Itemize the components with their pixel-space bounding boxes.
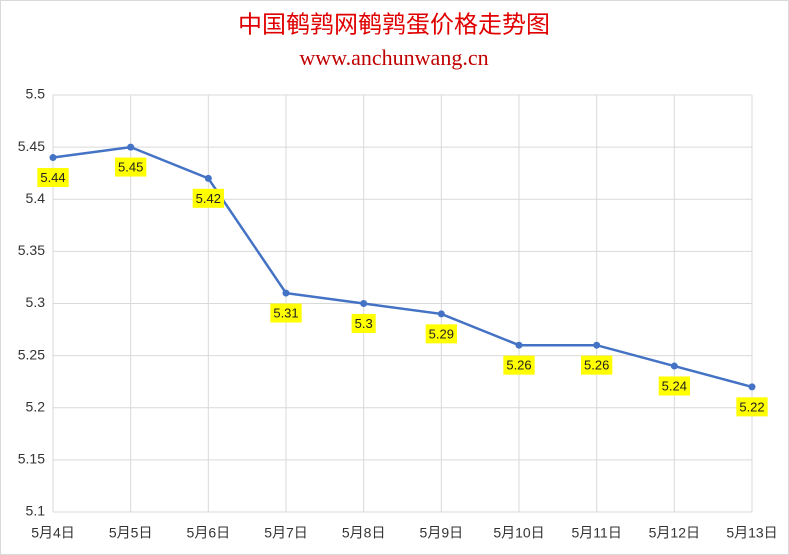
x-tick-label: 5月5日 xyxy=(109,525,153,541)
x-tick-label: 5月12日 xyxy=(649,525,700,541)
y-tick-label: 5.1 xyxy=(26,503,46,519)
value-label: 5.22 xyxy=(739,399,764,414)
value-label: 5.42 xyxy=(196,191,221,206)
point xyxy=(437,310,445,318)
point xyxy=(282,289,290,297)
value-label: 5.26 xyxy=(506,358,531,373)
value-label-bg xyxy=(658,376,690,396)
point xyxy=(670,362,678,370)
value-label-bg xyxy=(736,397,768,417)
value-label: 5.45 xyxy=(118,160,143,175)
value-label-bg xyxy=(270,303,302,323)
x-tick-label: 5月10日 xyxy=(493,525,544,541)
y-tick-label: 5.45 xyxy=(18,138,45,154)
value-label-bg xyxy=(351,313,376,333)
y-tick-label: 5.2 xyxy=(26,398,46,414)
value-label-bg xyxy=(192,188,224,208)
point xyxy=(515,341,523,349)
x-tick-label: 5月7日 xyxy=(264,525,308,541)
y-tick-label: 5.4 xyxy=(26,190,46,206)
x-tick-label: 5月8日 xyxy=(342,525,386,541)
value-label-bg xyxy=(425,324,457,344)
x-tick-label: 5月11日 xyxy=(572,525,622,541)
point xyxy=(127,143,135,151)
line xyxy=(52,145,753,389)
value-label: 5.26 xyxy=(584,358,609,373)
point xyxy=(593,341,601,349)
y-tick-label: 5.15 xyxy=(18,451,45,467)
point xyxy=(204,174,212,182)
y-tick-label: 5.25 xyxy=(18,346,45,362)
value-label: 5.24 xyxy=(662,378,687,393)
value-label-bg xyxy=(37,167,69,187)
value-label: 5.44 xyxy=(40,170,65,185)
x-tick-label: 5月9日 xyxy=(420,525,464,541)
x-tick-label: 5月13日 xyxy=(726,525,777,541)
point xyxy=(748,383,756,391)
x-tick-label: 5月6日 xyxy=(187,525,231,541)
chart-subtitle: www.anchunwang.cn xyxy=(299,45,488,70)
x-tick-label: 5月4日 xyxy=(31,525,75,541)
chart-title: 中国鹌鹑网鹌鹑蛋价格走势图 xyxy=(238,12,550,39)
value-label: 5.29 xyxy=(429,326,454,341)
value-label: 5.3 xyxy=(355,316,373,331)
y-tick-label: 5.3 xyxy=(26,294,46,310)
value-label-bg xyxy=(115,157,147,177)
y-tick-label: 5.5 xyxy=(26,86,46,102)
value-label-bg xyxy=(581,355,613,375)
value-label: 5.31 xyxy=(273,306,298,321)
value-label-bg xyxy=(503,355,535,375)
y-tick-label: 5.35 xyxy=(18,242,45,258)
point xyxy=(360,300,368,307)
point xyxy=(49,154,57,162)
